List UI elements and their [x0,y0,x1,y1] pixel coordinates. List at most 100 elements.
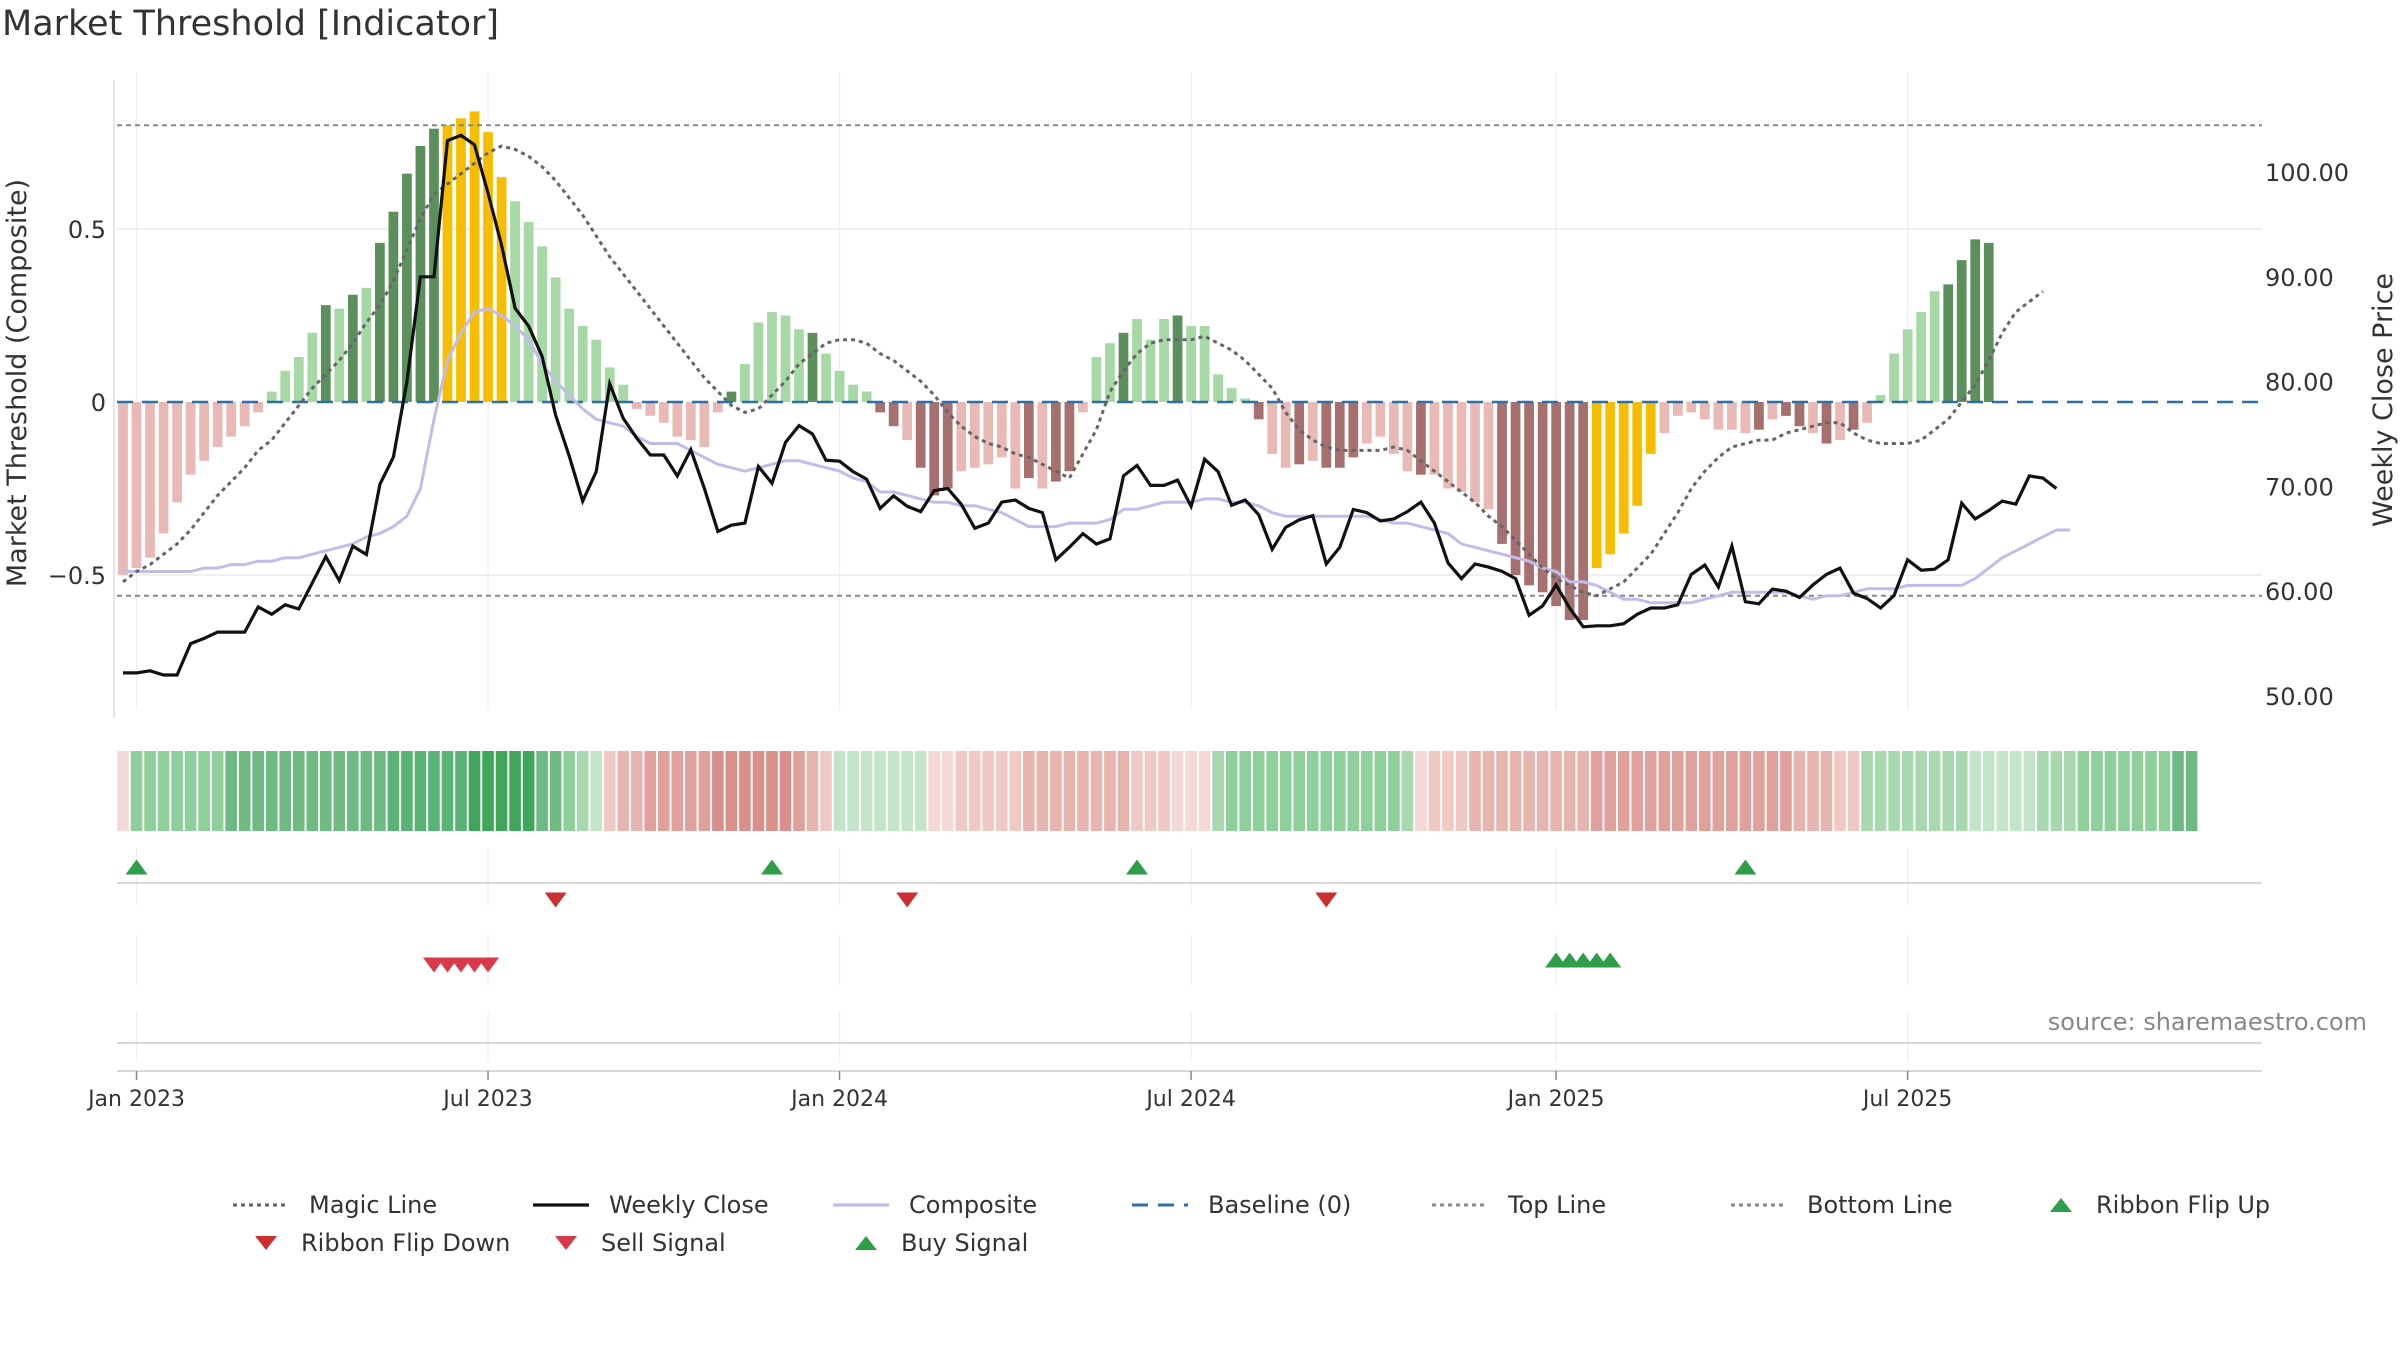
ribbon-cell [1036,751,1049,831]
ribbon-cell [2077,751,2090,831]
threshold-bar [1956,260,1967,402]
ribbon-cell [1766,751,1779,831]
ribbon-cell [1604,751,1617,831]
ribbon-cell [1861,751,1873,831]
y-tick-left: −0.5 [48,562,106,590]
ribbon-cell [1671,751,1684,831]
ribbon-cell [2037,751,2049,831]
ribbon-cell [1442,751,1454,831]
ribbon-cell [995,751,1008,831]
threshold-bar [1537,402,1548,593]
threshold-bar [1334,402,1345,468]
ribbon-cell [1455,751,1468,831]
legend-swatch [2050,1198,2072,1212]
threshold-bar [1699,402,1710,420]
ribbon-cell [374,751,386,831]
ribbon-cell [1739,751,1752,831]
composite-line [123,307,2070,605]
ribbon-cell [1171,751,1184,831]
threshold-bar [1321,402,1332,468]
threshold-bars [118,111,1994,620]
ribbon-cell [1482,751,1495,831]
ribbon-cell [279,751,292,831]
ribbon-cell [549,751,562,831]
threshold-bar [1875,395,1886,402]
threshold-bar [375,242,385,402]
threshold-bar [767,312,777,402]
threshold-bar [402,173,412,402]
threshold-bar [1159,318,1169,402]
ribbon-cell [833,751,846,831]
legend-item: Top Line [1432,1186,1606,1224]
x-tick-label: Jul 2023 [441,1087,533,1112]
ribbon-cell [1239,751,1251,831]
ribbon-cell [603,751,616,831]
threshold-bar [361,287,372,402]
threshold-bar [158,402,169,534]
ribbon-cell [1333,751,1346,831]
threshold-bar [753,322,764,402]
ribbon-cell [238,751,251,831]
ribbon-cell [1726,751,1738,831]
threshold-bar [1848,402,1859,430]
ribbon-cell [347,751,359,831]
legend-swatch [855,1236,877,1250]
threshold-bar [929,402,940,496]
threshold-bar [1456,402,1467,492]
ribbon-cell [184,751,197,831]
threshold-bar [1835,402,1845,441]
legend-item: Ribbon Flip Down [251,1224,510,1262]
threshold-bar [1578,402,1589,620]
legend-swatch [1132,1203,1188,1207]
ribbon-cell [644,751,657,831]
threshold-bar [266,391,277,402]
ribbon-flip-up-marker [1734,859,1757,875]
ribbon-cell [617,751,630,831]
threshold-bar [942,402,953,489]
threshold-bar [1253,402,1264,420]
threshold-bar [1564,402,1575,620]
threshold-bar [699,402,710,447]
legend-label: Sell Signal [601,1229,726,1257]
ribbon-cell [1577,751,1589,831]
ribbon-cell [2131,751,2144,831]
ribbon-cell [1969,751,1982,831]
threshold-bar [212,402,223,447]
threshold-bar [1605,402,1616,555]
ribbon-cell [2023,751,2036,831]
ribbon-cell [955,751,968,831]
ribbon-cell [319,751,332,831]
threshold-bar [1429,402,1440,475]
y-axis-label-right: Weekly Close Price [2368,273,2399,527]
threshold-bar [685,402,696,441]
threshold-bar [956,402,967,472]
threshold-bar [253,402,264,413]
threshold-bar [1686,402,1697,413]
ribbon-cell [1982,751,1995,831]
ribbon-cell [1820,751,1833,831]
x-axis-ticks: Jan 2023 Jul 2023 Jan 2024 Jul 2024 Jan 2025… [86,1071,1952,1112]
legend-label: Buy Signal [901,1229,1029,1257]
threshold-bar [1551,402,1561,607]
ribbon-cell [1212,751,1224,831]
threshold-bar [226,402,237,437]
ribbon-cell [712,751,724,831]
ribbon-flip-up-marker [1126,859,1148,875]
ribbon-cell [360,751,373,831]
ribbon-cell [1306,751,1319,831]
ribbon-cell [860,751,873,831]
ribbon-cell [1780,751,1792,831]
threshold-bar [1645,402,1656,454]
axes-frame [113,80,2262,1072]
threshold-bar [1794,402,1805,427]
threshold-bar [1105,343,1115,402]
threshold-bar [1970,239,1981,402]
ribbon-cell [252,751,265,831]
threshold-bar [1280,402,1291,468]
ribbon-cell [1996,751,2009,831]
y-tick-right: 100.00 [2265,159,2349,187]
legend-swatch [533,1203,589,1207]
ribbon-cell [2009,751,2022,831]
chart-title: Market Threshold [Indicator] [2,4,500,44]
threshold-bar [848,384,858,402]
